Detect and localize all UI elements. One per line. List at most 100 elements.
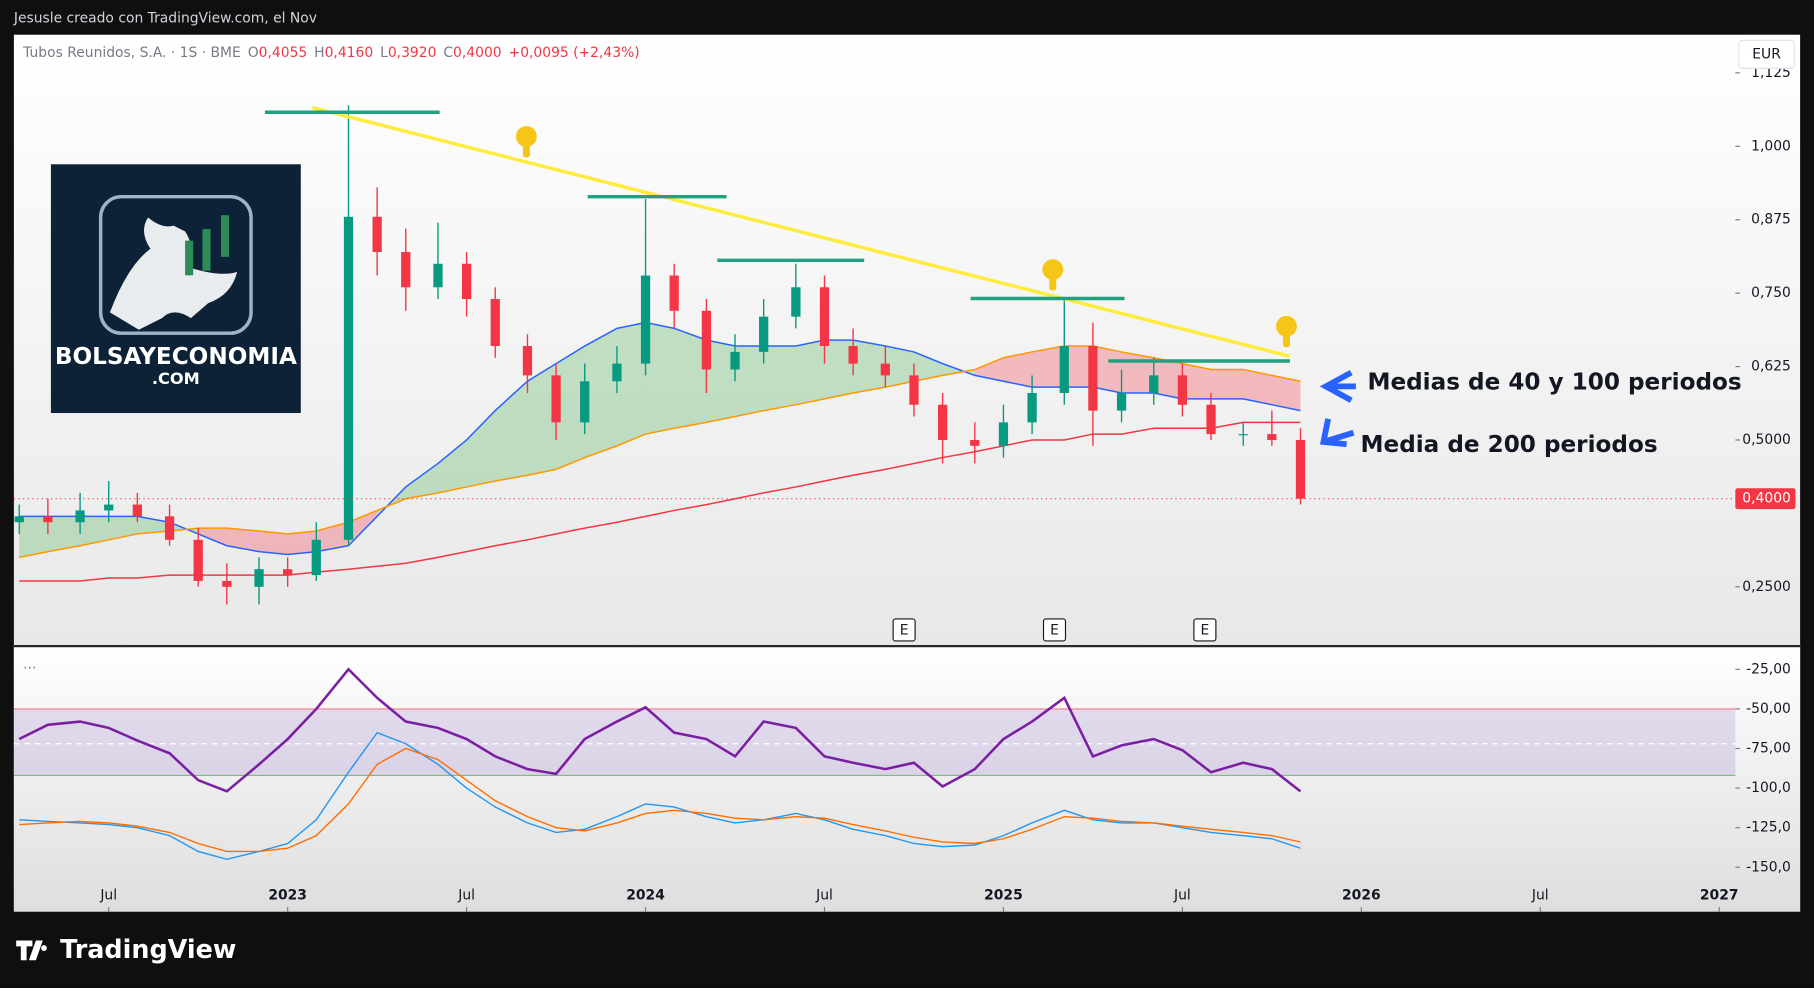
- ma-fill: [437, 439, 467, 493]
- candle-body: [909, 375, 919, 405]
- brand: TradingView: [60, 935, 236, 965]
- event-marker[interactable]: [892, 618, 916, 642]
- candle-body: [701, 310, 712, 370]
- y-tick-label: 0,2500: [1742, 579, 1791, 595]
- line: [19, 747, 1301, 853]
- y-tick-label: 1,125: [1751, 65, 1791, 81]
- candle-body: [1116, 392, 1127, 411]
- ma-fill: [1092, 346, 1122, 393]
- hand-icons: [515, 126, 1297, 348]
- ma-fill: [108, 516, 138, 540]
- ohlc-label: H: [314, 45, 324, 61]
- ma-fill: [1121, 351, 1154, 393]
- ma-fill: [853, 340, 886, 393]
- candle-body: [1088, 346, 1098, 411]
- ma-fill: [1064, 346, 1093, 388]
- currency[interactable]: EUR: [1752, 46, 1781, 62]
- ma-fill: [1271, 375, 1301, 411]
- ma-fill: [1153, 357, 1183, 399]
- ma-fill: [735, 346, 764, 417]
- candle-body: [461, 263, 472, 300]
- ohlc-label: L: [380, 45, 388, 61]
- symbol: Tubos Reunidos, S.A. · 1S · BME: [22, 45, 241, 61]
- event-label[interactable]: E: [1050, 623, 1059, 639]
- candle-body: [433, 263, 443, 288]
- x-tick-label: 2026: [1342, 887, 1381, 903]
- y-tick-label: -150,0: [1746, 859, 1791, 875]
- ma-fill: [80, 516, 109, 546]
- credit: Jesusle creado con TradingView.com, el N…: [13, 11, 317, 27]
- y-tick-label: -75,00: [1746, 741, 1791, 757]
- y-tick-label: -25,00: [1746, 661, 1791, 677]
- candle-body: [401, 252, 411, 288]
- ohlc-value: 0,4055: [259, 45, 308, 61]
- ma-fill: [1182, 363, 1212, 399]
- ma-fill: [913, 351, 943, 382]
- candle-body: [819, 287, 830, 347]
- candle-body: [970, 439, 980, 446]
- indicator-menu[interactable]: ···: [23, 661, 36, 677]
- ma-fill: [466, 410, 496, 487]
- y-tick-label: -100,0: [1746, 780, 1791, 796]
- candle-body: [1059, 346, 1069, 393]
- last-price-label: 0,4000: [1742, 491, 1791, 507]
- ohlc-value: 0,4000: [453, 45, 502, 61]
- event-label[interactable]: E: [1201, 623, 1210, 639]
- candle-body: [254, 569, 264, 587]
- y-tick-label: 0,5000: [1742, 432, 1791, 448]
- trendline: [311, 105, 1291, 359]
- x-tick-label: Jul: [1531, 887, 1549, 903]
- line: [19, 345, 1301, 559]
- candle-body: [75, 510, 85, 523]
- x-tick-label: 2027: [1700, 887, 1739, 903]
- event-marker[interactable]: [1042, 618, 1067, 642]
- ma-fill: [47, 516, 81, 552]
- ma-fill: [19, 516, 48, 558]
- ma-fill: [495, 381, 528, 482]
- brand-logo: [16, 940, 47, 961]
- y-tick-label: 1,000: [1751, 138, 1791, 154]
- ma-fill: [645, 322, 675, 435]
- line: [19, 321, 1301, 556]
- ma-fill: [763, 346, 796, 411]
- candle-body: [791, 287, 801, 317]
- candle-body: [1206, 404, 1216, 435]
- ma-fill: [616, 322, 646, 446]
- line: [19, 421, 1301, 582]
- change: +0,0095 (+2,43%): [509, 45, 640, 61]
- candle-body: [848, 346, 858, 364]
- event-label[interactable]: E: [900, 623, 909, 639]
- candle-body: [164, 516, 175, 540]
- x-tick-label: Jul: [1173, 887, 1191, 903]
- candle-body: [759, 316, 769, 352]
- candle-body: [669, 275, 679, 311]
- candle-body: [1027, 392, 1037, 423]
- ma-fill: [198, 528, 227, 546]
- ma-fill: [795, 340, 825, 405]
- candle-body: [640, 275, 651, 364]
- ohlc-value: 0,3920: [388, 45, 437, 61]
- line: [18, 667, 1302, 793]
- arrow: [1319, 369, 1356, 403]
- candle-body: [937, 404, 948, 440]
- ma-fill: [405, 463, 438, 499]
- ma-fill: [1211, 369, 1244, 399]
- currency-button[interactable]: [1738, 39, 1795, 69]
- event-marker[interactable]: [1193, 618, 1217, 642]
- candle-body: [1238, 434, 1248, 436]
- logo-candle: [185, 240, 194, 276]
- ma-fill: [674, 328, 707, 429]
- ma-fill: [974, 357, 1004, 382]
- last-price-tag: [1735, 488, 1796, 510]
- y-tick-label: 0,625: [1751, 359, 1791, 375]
- indicator-pane: [13, 645, 1801, 912]
- candle-body: [880, 363, 890, 376]
- candle-body: [730, 351, 740, 370]
- candle-body: [311, 539, 321, 576]
- candle-body: [612, 363, 622, 382]
- annotation: Medias de 40 y 100 periodos: [1367, 369, 1741, 395]
- y-tick-label: 0,750: [1751, 285, 1791, 301]
- ma-fill: [287, 531, 317, 555]
- x-tick-label: Jul: [99, 887, 117, 903]
- candle-body: [283, 569, 293, 576]
